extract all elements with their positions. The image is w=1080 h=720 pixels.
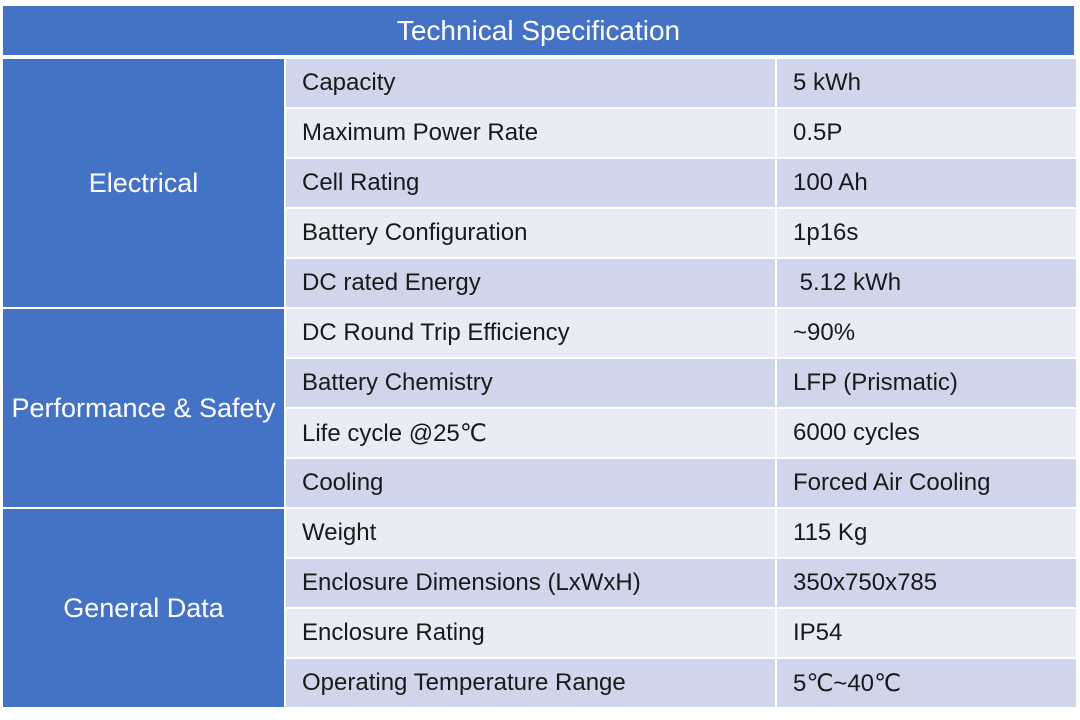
row-value: ~90% — [777, 309, 1076, 357]
row-value: IP54 — [777, 609, 1076, 657]
spec-title: Technical Specification — [3, 6, 1074, 55]
row-value: Forced Air Cooling — [777, 459, 1076, 507]
row-value: 1p16s — [777, 209, 1076, 257]
row-label: Maximum Power Rate — [286, 109, 775, 157]
row-label: Battery Chemistry — [286, 359, 775, 407]
row-label: Life cycle @25℃ — [286, 409, 775, 457]
section-general-data: General Data — [3, 509, 284, 707]
row-value: 0.5P — [777, 109, 1076, 157]
row-label: DC Round Trip Efficiency — [286, 309, 775, 357]
row-label: Capacity — [286, 59, 775, 107]
row-label: Cell Rating — [286, 159, 775, 207]
row-label: Weight — [286, 509, 775, 557]
row-label: Enclosure Rating — [286, 609, 775, 657]
row-value: LFP (Prismatic) — [777, 359, 1076, 407]
row-label: Operating Temperature Range — [286, 659, 775, 707]
row-label: DC rated Energy — [286, 259, 775, 307]
row-value: 100 Ah — [777, 159, 1076, 207]
row-value: 5.12 kWh — [777, 259, 1076, 307]
section-performance-safety: Performance & Safety — [3, 309, 284, 507]
row-value: 115 Kg — [777, 509, 1076, 557]
row-label: Battery Configuration — [286, 209, 775, 257]
row-value: 5 kWh — [777, 59, 1076, 107]
row-label: Enclosure Dimensions (LxWxH) — [286, 559, 775, 607]
spec-table: Electrical Capacity 5 kWh Maximum Power … — [3, 59, 1076, 709]
row-label: Cooling — [286, 459, 775, 507]
row-value: 6000 cycles — [777, 409, 1076, 457]
row-value: 5℃~40℃ — [777, 659, 1076, 707]
row-value: 350x750x785 — [777, 559, 1076, 607]
section-electrical: Electrical — [3, 59, 284, 307]
